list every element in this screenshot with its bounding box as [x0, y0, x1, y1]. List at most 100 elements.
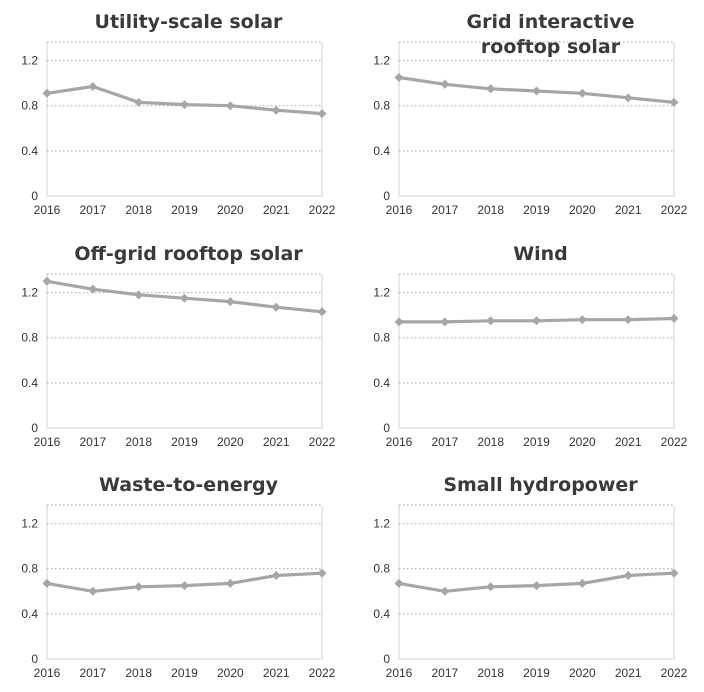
x-tick-label: 2017	[79, 435, 106, 449]
y-tick-label: 1.2	[21, 286, 38, 300]
data-point-marker	[42, 276, 52, 286]
data-point-marker	[134, 290, 144, 300]
x-tick-label: 2018	[477, 666, 504, 680]
y-tick-label: 1.2	[21, 517, 38, 531]
data-point-marker	[271, 105, 281, 115]
data-point-marker	[577, 88, 587, 98]
data-point-marker	[180, 581, 189, 591]
y-tick-label: 1.2	[373, 286, 390, 300]
x-tick-label: 2018	[477, 435, 504, 449]
chart-svg: Small hydropower 0 0.4 0.8 1.2 2016 2017 2018 20…	[373, 474, 687, 680]
x-tick-label: 2021	[615, 666, 642, 680]
chart-title: Small hydropower	[443, 474, 638, 496]
x-tick-label: 2020	[569, 203, 596, 217]
x-tick-label: 2021	[263, 435, 290, 449]
data-point-marker	[669, 568, 679, 578]
y-tick-label: 0.8	[373, 562, 390, 576]
chart-panel: Utility-scale solar 0 0.4 0.8 1.2 2016 2017 201…	[0, 0, 352, 229]
y-tick-label: 1.2	[373, 54, 390, 68]
x-tick-label: 2021	[615, 203, 642, 217]
series-line	[45, 84, 324, 116]
data-point-marker	[394, 317, 404, 327]
data-point-marker	[440, 79, 450, 89]
chart-title: Off-grid rooftop solar	[74, 243, 303, 265]
y-tick-label: 0.4	[21, 144, 38, 158]
x-tick-label: 2021	[263, 666, 290, 680]
data-point-marker	[532, 316, 541, 326]
x-tick-label: 2016	[34, 435, 61, 449]
data-point-marker	[42, 578, 52, 588]
data-point-marker	[623, 93, 633, 103]
data-point-marker	[88, 586, 98, 596]
x-tick-label: 2016	[386, 203, 413, 217]
x-tick-label: 2017	[431, 435, 458, 449]
x-tick-label: 2019	[171, 203, 198, 217]
chart-panel: Grid interactive rooftop solar 0 0.4 0.8 1.2 2…	[352, 0, 704, 229]
data-point-marker	[532, 86, 541, 96]
x-tick-label: 2017	[431, 203, 458, 217]
x-tick-label: 2022	[309, 666, 336, 680]
x-tick-label: 2018	[125, 203, 152, 217]
x-tick-label: 2019	[523, 435, 550, 449]
chart-svg: Wind 0 0.4 0.8 1.2 2016 2017 2018 2019 2020 2021 20…	[373, 243, 687, 449]
y-tick-label: 0	[31, 421, 38, 435]
data-point-marker	[88, 284, 98, 294]
chart-svg: Grid interactive rooftop solar 0 0.4 0.8 1.2 2…	[373, 11, 688, 217]
data-point-marker	[623, 315, 633, 325]
y-tick-label: 0.4	[373, 144, 390, 158]
data-point-marker	[532, 581, 541, 591]
chart-panel: Waste-to-energy 0 0.4 0.8 1.2 2016 2017 2018 201…	[0, 463, 352, 692]
x-tick-label: 2019	[523, 203, 550, 217]
x-tick-label: 2016	[386, 435, 413, 449]
data-point-marker	[623, 570, 633, 580]
x-tick-label: 2017	[79, 666, 106, 680]
x-tick-label: 2019	[171, 435, 198, 449]
y-tick-label: 0.8	[373, 99, 390, 113]
chart-panel: Small hydropower 0 0.4 0.8 1.2 2016 2017 2018 20…	[352, 463, 704, 692]
data-point-marker	[317, 568, 327, 578]
chart-svg: Off-grid rooftop solar 0 0.4 0.8 1.2 2016 2017…	[21, 243, 336, 449]
y-tick-label: 0	[383, 652, 390, 666]
chart-svg: Utility-scale solar 0 0.4 0.8 1.2 2016 2017 201…	[21, 11, 335, 217]
data-point-marker	[225, 297, 235, 307]
data-point-marker	[486, 84, 496, 94]
chart-title: Utility-scale solar	[95, 11, 284, 33]
chart-title-line: rooftop solar	[481, 36, 621, 58]
data-point-marker	[317, 109, 327, 119]
y-tick-label: 0	[31, 189, 38, 203]
data-point-marker	[134, 582, 144, 592]
y-tick-label: 0	[383, 189, 390, 203]
chart-title: Waste-to-energy	[99, 474, 279, 496]
data-point-marker	[577, 578, 587, 588]
x-tick-label: 2020	[569, 666, 596, 680]
data-point-marker	[577, 315, 587, 325]
data-point-marker	[394, 578, 404, 588]
y-tick-label: 0.8	[21, 99, 38, 113]
y-tick-label: 1.2	[373, 517, 390, 531]
data-point-marker	[486, 316, 496, 326]
data-point-marker	[88, 82, 98, 92]
data-point-marker	[440, 317, 450, 327]
data-point-marker	[180, 293, 189, 303]
chart-title: Wind	[513, 243, 568, 265]
data-point-marker	[394, 73, 404, 82]
x-tick-label: 2017	[431, 666, 458, 680]
x-tick-label: 2021	[615, 435, 642, 449]
y-tick-label: 0.4	[21, 607, 38, 621]
x-tick-label: 2019	[523, 666, 550, 680]
data-point-marker	[669, 97, 679, 107]
chart-panel: Off-grid rooftop solar 0 0.4 0.8 1.2 2016 2017…	[0, 232, 352, 461]
x-tick-label: 2020	[569, 435, 596, 449]
y-tick-label: 0.8	[373, 331, 390, 345]
x-tick-label: 2022	[661, 203, 688, 217]
x-tick-label: 2019	[171, 666, 198, 680]
y-tick-label: 0.4	[373, 376, 390, 390]
x-tick-label: 2018	[125, 435, 152, 449]
x-tick-label: 2016	[34, 203, 61, 217]
x-tick-label: 2022	[309, 435, 336, 449]
x-tick-label: 2018	[125, 666, 152, 680]
chart-panel: Wind 0 0.4 0.8 1.2 2016 2017 2018 2019 2020 2021 20…	[352, 232, 704, 461]
x-tick-label: 2021	[263, 203, 290, 217]
data-point-marker	[225, 101, 235, 111]
